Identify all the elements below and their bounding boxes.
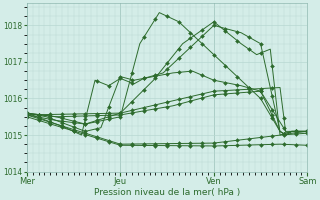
X-axis label: Pression niveau de la mer( hPa ): Pression niveau de la mer( hPa ) (94, 188, 240, 197)
